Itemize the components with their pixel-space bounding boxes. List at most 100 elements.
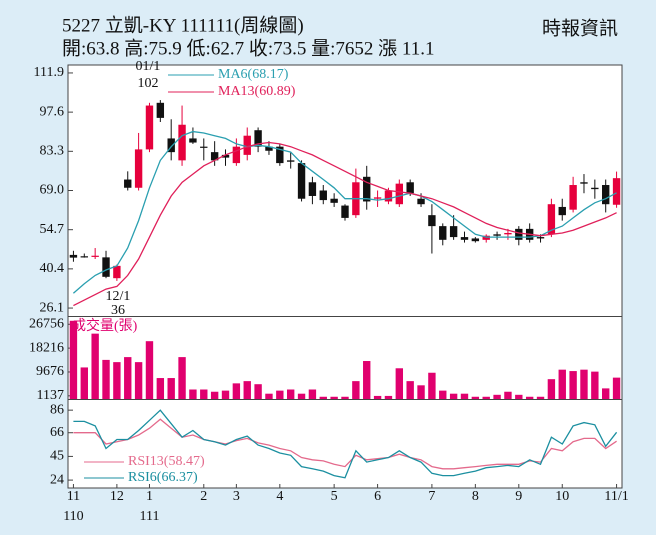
volume-bar [210, 391, 219, 399]
chart-title: 5227 立凱-KY 111111(周線圖) [62, 14, 304, 36]
candle-body [341, 205, 349, 218]
candle-body [558, 206, 566, 216]
volume-bar [91, 333, 99, 399]
candle-body [254, 130, 262, 147]
volume-bar [602, 388, 610, 399]
x-tick-label: 6 [374, 489, 381, 504]
candle-body [91, 255, 99, 257]
volume-bar [178, 357, 186, 399]
volume-bar [471, 396, 480, 399]
legend-label: MA13(60.89) [218, 84, 296, 99]
volume-bar [417, 385, 425, 399]
candle-body [504, 232, 512, 235]
x-tick-label: 11 [67, 489, 80, 504]
candle-body [319, 190, 327, 201]
y-tick-label: 111.9 [34, 65, 64, 80]
legend-label: RSI13(58.47) [128, 454, 205, 469]
x-tick-label: 12 [110, 489, 124, 504]
chart-subtitle: 開:63.8 高:75.9 低:62.7 收:73.5 量:7652 漲 11.… [62, 37, 434, 59]
candle-body [156, 102, 165, 118]
candle-body [330, 198, 338, 203]
candle-body [384, 190, 393, 202]
volume-bar [525, 396, 534, 399]
candle-body [102, 257, 110, 277]
candle-body [569, 185, 577, 210]
volume-label: 成交量(張) [72, 317, 138, 334]
candle-body [69, 254, 78, 258]
candle-body [297, 163, 306, 199]
candle-body [167, 138, 175, 153]
candle-body [547, 204, 556, 235]
volume-bar [449, 393, 458, 399]
volume-bar [265, 393, 273, 399]
y-tick-label: 69.0 [40, 183, 65, 198]
volume-bar [113, 362, 121, 399]
plot-area [67, 64, 623, 489]
candle-body [602, 185, 610, 205]
x-tick-label: 4 [276, 489, 283, 504]
candle-body [493, 234, 501, 236]
candle-body [460, 237, 469, 240]
annotation: 01/1 [136, 59, 161, 74]
volume-bar [439, 390, 447, 399]
volume-bar [221, 390, 230, 399]
candle-body [276, 146, 284, 164]
source: 時報資訊 [542, 17, 618, 39]
volume-bar [591, 371, 599, 399]
candle-body [439, 226, 447, 240]
x-sublabel: 110 [63, 509, 83, 524]
y-tick-label: 26756 [29, 316, 64, 331]
x-tick-label: 10 [555, 489, 569, 504]
x-tick-label: 2 [200, 489, 207, 504]
x-tick-label: 11/1 [604, 489, 628, 504]
volume-bar [384, 395, 393, 399]
candle-body [536, 237, 545, 239]
candle-body [428, 215, 436, 227]
candle-body [417, 198, 425, 205]
x-tick-label: 8 [472, 489, 479, 504]
volume-bar [352, 381, 360, 399]
y-tick-label: 97.6 [40, 104, 65, 119]
x-tick-label: 7 [428, 489, 435, 504]
candle-body [243, 135, 251, 155]
volume-bar [102, 359, 110, 399]
candle-body [482, 235, 490, 240]
volume-bar [167, 378, 175, 399]
y-tick-label: 1137 [37, 388, 64, 403]
volume-bar [308, 389, 317, 399]
candle-body [580, 182, 588, 184]
volume-bar [612, 377, 621, 399]
annotation: 102 [138, 76, 159, 91]
volume-bar [330, 396, 338, 399]
candle-body [113, 265, 121, 279]
legend-label: MA6(68.17) [218, 67, 289, 82]
volume-bar [558, 369, 566, 399]
rsi-line [73, 409, 618, 479]
y-tick-label: 26.1 [40, 300, 65, 315]
y-tick-label: 66 [50, 425, 64, 440]
volume-bar [134, 362, 143, 399]
y-tick-label: 45 [50, 449, 64, 464]
volume-bar [406, 381, 414, 399]
volume-bar [69, 320, 78, 399]
volume-bar [145, 341, 154, 399]
y-tick-label: 40.4 [40, 261, 65, 276]
x-sublabel: 111 [139, 509, 159, 524]
x-tick-label: 5 [331, 489, 338, 504]
candle-body [471, 238, 480, 242]
volume-bar [460, 393, 469, 399]
candle-body [80, 256, 88, 258]
candle-body [363, 176, 371, 202]
candle-body [145, 105, 154, 150]
volume-bar [232, 383, 241, 399]
volume-bar [156, 378, 165, 399]
candle-body [189, 138, 197, 143]
volume-bar [515, 394, 523, 399]
volume-bar [189, 389, 197, 399]
annotation: 12/1 [106, 289, 131, 304]
volume-bar [200, 389, 208, 399]
x-tick-label: 1 [146, 489, 153, 504]
legend-label: RSI6(66.37) [128, 470, 198, 485]
